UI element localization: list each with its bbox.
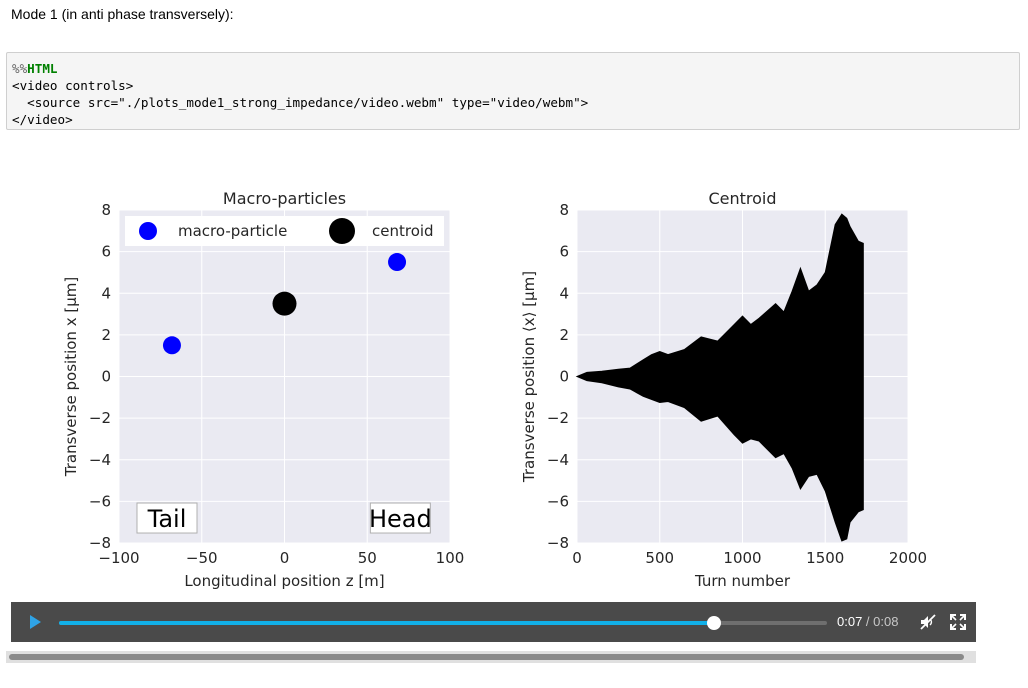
code-line: </video> [12, 112, 73, 127]
centroid-point [272, 291, 297, 316]
y-tick-label: 6 [101, 243, 111, 261]
x-tick-label: 0 [572, 549, 582, 567]
y-axis-label: Transverse position x [µm] [62, 277, 80, 477]
macro-particle-point [388, 253, 407, 272]
figure-canvas: −100 −50 0 50 100 8 6 4 2 0 −2 −4 −6 −8 Macro-particle… [62, 189, 927, 590]
x-tick-label: −100 [98, 549, 139, 567]
y-tick-label: −8 [547, 534, 569, 552]
legend-marker [139, 222, 157, 240]
y-tick-label: 4 [559, 284, 569, 302]
y-tick-label: 8 [559, 201, 569, 219]
y-tick-label: −2 [89, 409, 111, 427]
y-tick-label: 6 [559, 243, 569, 261]
markdown-text: Mode 1 (in anti phase transversely): [11, 6, 234, 22]
video-frame[interactable]: −100 −50 0 50 100 8 6 4 2 0 −2 −4 −6 −8 Macro-particle… [0, 180, 1028, 600]
code-editor[interactable]: %%HTML <video controls> <source src="./p… [7, 53, 1019, 128]
y-tick-label: −6 [547, 492, 569, 510]
y-tick-label: −4 [89, 451, 111, 469]
chart-title: Macro-particles [223, 189, 346, 208]
x-axis-label: Turn number [694, 572, 791, 590]
macro-particle-point [162, 336, 181, 355]
video-controls[interactable]: 0:07 / 0:08 [11, 602, 976, 642]
legend-marker [329, 218, 355, 244]
legend: macro-particle centroid [125, 216, 444, 246]
x-tick-label: 500 [645, 549, 674, 567]
muted-speaker-icon[interactable] [920, 614, 936, 630]
fullscreen-icon[interactable] [950, 614, 966, 630]
duration: 0:08 [873, 614, 899, 629]
chart-panel: 0 500 1000 1500 2000 8 6 4 2 0 −2 −4 −6 −8 Centroid Tur… [520, 189, 927, 590]
y-tick-label: 8 [101, 201, 111, 219]
y-tick-label: 0 [101, 368, 111, 386]
code-cell[interactable]: %%HTML <video controls> <source src="./p… [6, 52, 1020, 130]
x-tick-label: 0 [280, 549, 290, 567]
y-tick-label: −4 [547, 451, 569, 469]
play-icon[interactable] [27, 614, 43, 630]
annotation: Tail [136, 502, 198, 534]
x-tick-label: 1500 [806, 549, 844, 567]
horizontal-scrollbar[interactable] [6, 651, 976, 663]
scrollbar-thumb[interactable] [9, 654, 964, 660]
time-separator: / [862, 614, 874, 629]
x-tick-label: 50 [358, 549, 377, 567]
x-axis-label: Longitudinal position z [m] [184, 572, 384, 590]
code-line: <video controls> [12, 78, 134, 93]
y-tick-label: 2 [559, 326, 569, 344]
seek-thumb[interactable] [707, 616, 722, 630]
time-display: 0:07 / 0:08 [837, 614, 898, 629]
legend-label: centroid [372, 222, 434, 240]
magic-prefix: %% [12, 61, 28, 76]
seek-progress [59, 621, 715, 625]
y-tick-label: 4 [101, 284, 111, 302]
chart-title: Centroid [708, 189, 776, 208]
x-tick-label: −50 [186, 549, 218, 567]
y-tick-label: −2 [547, 409, 569, 427]
legend-box [125, 216, 444, 246]
x-tick-label: 100 [436, 549, 465, 567]
current-time: 0:07 [837, 614, 863, 629]
code-line: <source src="./plots_mode1_strong_impeda… [12, 95, 589, 110]
chart-panel: −100 −50 0 50 100 8 6 4 2 0 −2 −4 −6 −8 Macro-particle… [62, 189, 464, 590]
magic-keyword: HTML [27, 61, 58, 76]
annotation-box [136, 502, 198, 534]
annotation: Head [369, 502, 432, 534]
y-tick-label: 0 [559, 368, 569, 386]
y-tick-label: −6 [89, 492, 111, 510]
annotation-box [369, 502, 431, 534]
y-tick-label: 2 [101, 326, 111, 344]
annotation-text: Tail [147, 505, 187, 533]
annotation-text: Head [369, 505, 432, 533]
centroid-envelope [575, 213, 864, 542]
y-tick-label: −8 [89, 534, 111, 552]
y-axis-label: Transverse position ⟨x⟩ [µm] [520, 271, 538, 483]
x-tick-label: 2000 [889, 549, 927, 567]
seek-bar[interactable] [59, 616, 827, 630]
x-tick-label: 1000 [723, 549, 761, 567]
legend-label: macro-particle [178, 222, 287, 240]
